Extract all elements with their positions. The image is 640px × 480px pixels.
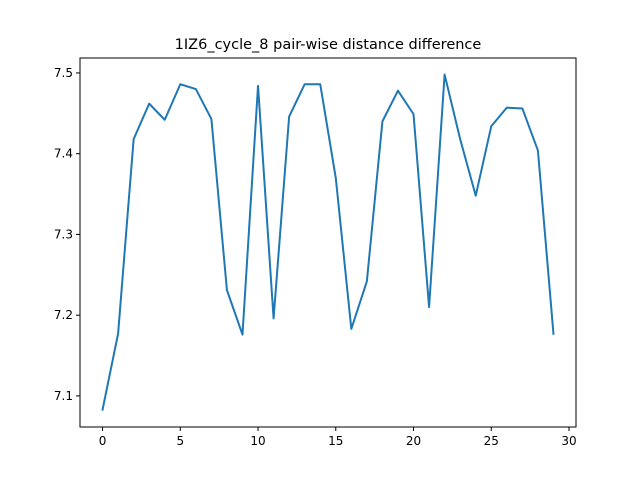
y-tick-label: 7.2	[54, 308, 73, 322]
x-tick-label: 0	[99, 434, 107, 448]
plot-area: 0 5 10 15 20 25 30 7.1 7.2 7.3 7.4 7.5	[54, 66, 577, 448]
y-tick-label: 7.5	[54, 66, 73, 80]
x-tick-label: 20	[406, 434, 421, 448]
y-tick-label: 7.3	[54, 227, 73, 241]
y-tick-label: 7.1	[54, 389, 73, 403]
chart-title: 1IZ6_cycle_8 pair-wise distance differen…	[175, 37, 482, 53]
axes-frame	[79, 57, 577, 428]
y-tick-label: 7.4	[54, 147, 73, 161]
x-tick-label: 10	[250, 434, 265, 448]
x-tick-label: 30	[561, 434, 576, 448]
x-tick-label: 15	[328, 434, 343, 448]
series-line	[101, 73, 555, 411]
x-tick-label: 5	[176, 434, 184, 448]
x-tick-label: 25	[484, 434, 499, 448]
